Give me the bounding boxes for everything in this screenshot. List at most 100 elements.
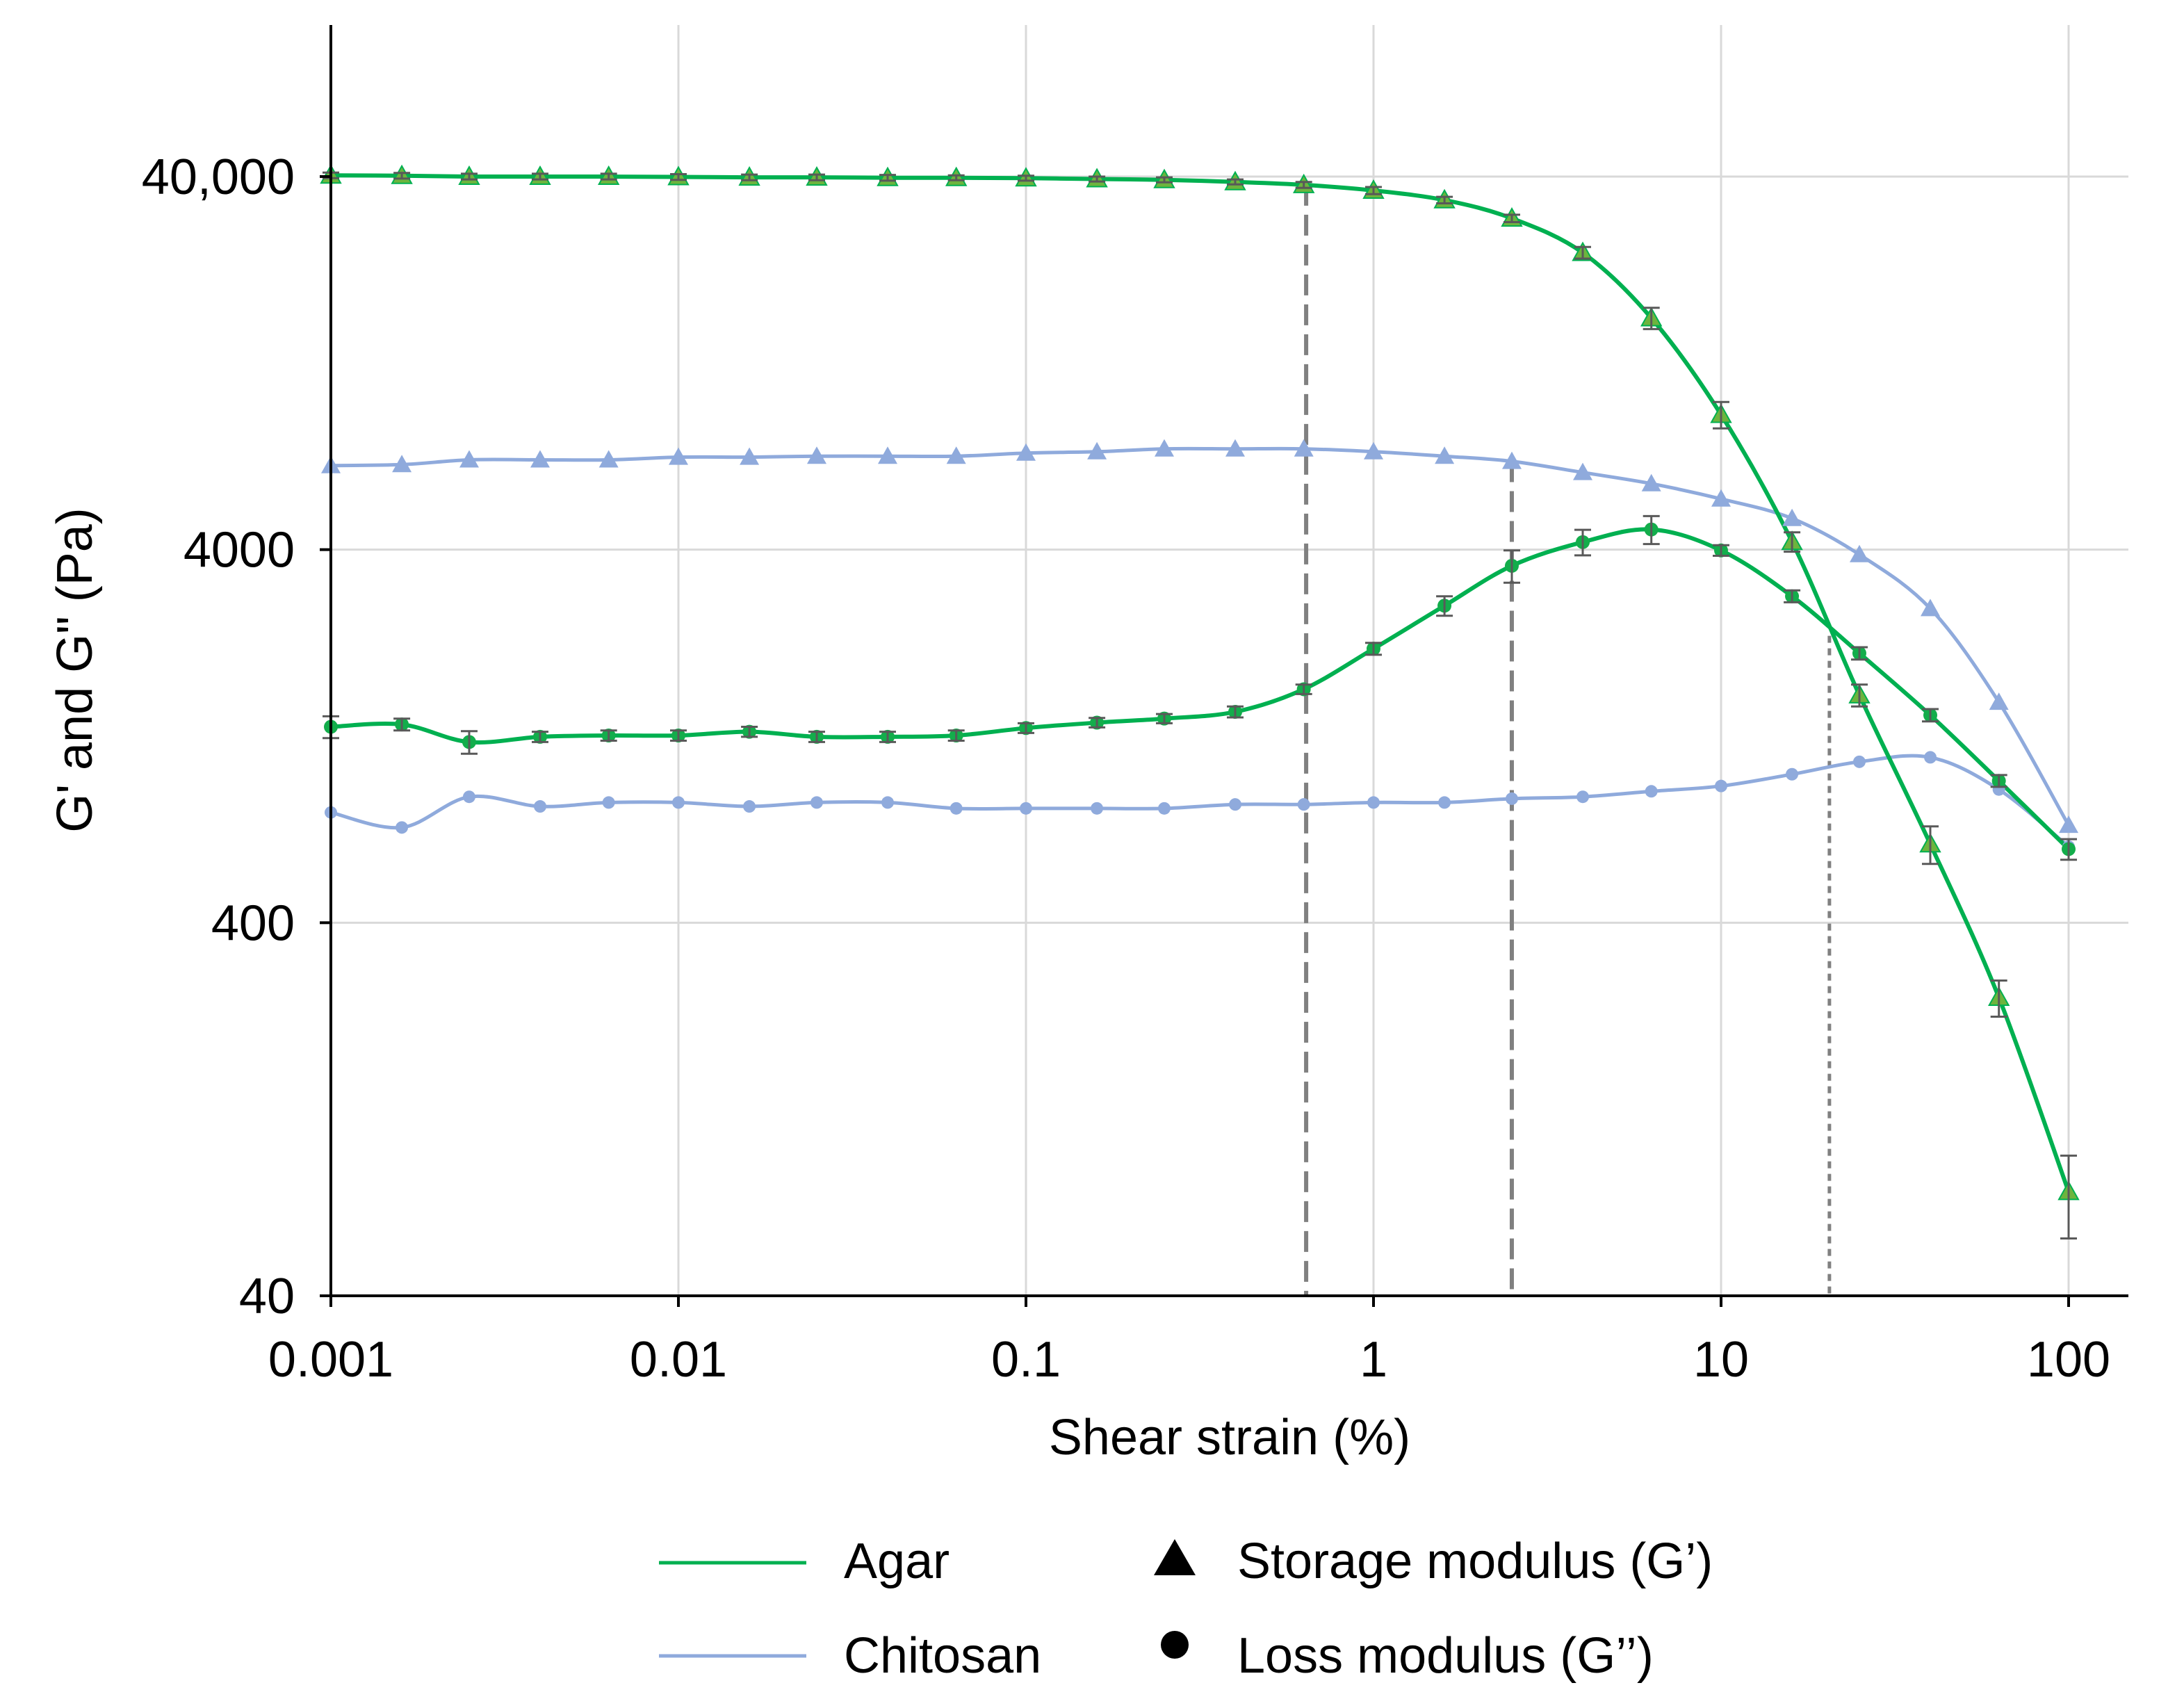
chitosan-loss-modulus-g-point <box>1924 751 1937 764</box>
y-tick-labels: 40 400 4000 40,000 <box>142 149 295 1324</box>
legend-triangle-marker <box>1154 1539 1196 1575</box>
chitosan-loss-modulus-g-point <box>462 790 475 804</box>
agar-storage-modulus-g-error-bar <box>1503 213 1520 223</box>
agar-loss-modulus-g-error-bar <box>670 729 687 742</box>
agar-loss-modulus-g-error-bar <box>532 731 548 743</box>
chitosan-loss-modulus-g-point <box>1645 785 1658 798</box>
agar-loss-modulus-g-error-bar <box>1089 717 1106 729</box>
chitosan-storage-modulus-g-point <box>1225 439 1245 457</box>
chitosan-storage-modulus-g-point <box>1155 439 1174 457</box>
chitosan-loss-modulus-g-point <box>1297 798 1310 811</box>
agar-storage-modulus-g-error-bar <box>1990 979 2007 1018</box>
agar-loss-modulus-g-error-bar <box>1295 683 1312 695</box>
chitosan-storage-modulus-g-point <box>1435 446 1455 464</box>
chitosan-storage-modulus-g-point <box>740 447 760 465</box>
agar-loss-modulus-g-error-bar <box>1851 646 1868 661</box>
agar-storage-modulus-g-error-bar <box>1156 176 1173 184</box>
agar-storage-modulus-g-error-bar <box>1365 186 1382 195</box>
agar-loss-modulus-g-error-bar <box>947 729 965 742</box>
agar-loss-modulus-g-error-bar <box>1227 705 1244 719</box>
chitosan-storage-modulus-g-point <box>807 446 826 464</box>
legend-item-chitosan: Chitosan <box>659 1628 1041 1684</box>
agar-storage-modulus-g-error-bar <box>1018 174 1034 182</box>
chitosan-loss-modulus-g-point <box>534 800 547 813</box>
agar-loss-modulus-g-error-bar <box>1156 713 1173 724</box>
agar-storage-modulus-g-error-bar <box>1784 531 1801 553</box>
chitosan-loss-modulus-g-point <box>950 802 963 815</box>
agar-loss-modulus-g-error-bar <box>1018 722 1034 734</box>
chitosan-loss-modulus-g-point <box>1229 798 1242 811</box>
agar-storage-modulus-g-error-bar <box>1574 245 1591 260</box>
chitosan-storage-modulus-g-point <box>459 450 479 468</box>
y-axis-title: G' and G" (Pa) <box>47 507 103 832</box>
agar-storage-modulus-g-error-bar <box>1295 181 1312 189</box>
chitosan-storage-modulus-g-point <box>2059 815 2078 834</box>
x-tick-labels: 0.001 0.01 0.1 1 10 100 <box>268 1332 2110 1388</box>
legend-chitosan-label: Chitosan <box>844 1628 1041 1684</box>
chitosan-storage-modulus-g-point <box>1502 451 1522 469</box>
agar-storage-modulus-g-error-bar <box>879 174 896 182</box>
agar-storage-modulus-g-error-bar <box>1643 307 1660 330</box>
agar-loss-modulus-g-error-bar <box>2060 838 2077 861</box>
agar-loss-modulus-g-error-bar <box>808 731 825 743</box>
chitosan-storage-modulus-g-point <box>1364 441 1383 460</box>
chitosan-storage-modulus-g-point <box>1573 462 1592 480</box>
agar-loss-modulus-g-error-bar <box>1436 595 1453 617</box>
agar-loss-modulus-g-error-bar <box>741 726 758 738</box>
agar-storage-modulus-g-error-bar <box>393 172 411 180</box>
reference-lines <box>1304 184 1832 1296</box>
chitosan-loss-modulus-g-point <box>1438 796 1451 809</box>
chitosan-storage-modulus-g-point <box>1782 508 1802 526</box>
chitosan-loss-modulus-g-point <box>743 800 756 813</box>
agar-storage-modulus-g-error-bar <box>2060 1154 2077 1239</box>
agar-storage-modulus-g-error-bar <box>1851 683 1868 708</box>
chitosan-storage-modulus-g-point <box>1294 439 1314 457</box>
chitosan-loss-modulus-g-point <box>1157 802 1171 815</box>
agar-loss-modulus-g-error-bar <box>1503 549 1520 584</box>
chitosan-loss-modulus-g-point <box>1091 802 1104 815</box>
agar-storage-modulus-g-error-bar <box>1922 825 1939 865</box>
legend-item-agar: Agar <box>659 1534 950 1589</box>
x-tick-label: 0.001 <box>268 1332 393 1388</box>
x-tick-label: 0.01 <box>630 1332 727 1388</box>
axes <box>320 25 2128 1307</box>
chitosan-loss-modulus-g-point <box>1852 755 1866 768</box>
agar-storage-modulus-g-error-bar <box>741 173 758 181</box>
legend-storage-modulus-label: Storage modulus (G’) <box>1237 1534 1713 1589</box>
chitosan-loss-modulus-g-point <box>881 796 895 809</box>
agar-loss-modulus-g-error-bar <box>393 717 411 732</box>
chitosan-loss-modulus-g-point <box>1576 790 1590 804</box>
chitosan-loss-modulus-g-point <box>396 821 409 834</box>
legend-circle-marker <box>1161 1631 1189 1659</box>
chitosan-storage-modulus-g-point <box>1921 599 1940 617</box>
chitosan-loss-modulus-g-point <box>671 796 685 809</box>
agar-loss-modulus-g-error-bar <box>879 731 896 743</box>
chitosan-loss-modulus-g-point <box>1367 796 1380 809</box>
chitosan-storage-modulus-g-point <box>1711 489 1731 507</box>
y-tick-label: 40 <box>239 1269 295 1324</box>
y-tick-label: 40,000 <box>142 149 295 205</box>
y-tick-label: 4000 <box>184 523 295 578</box>
legend: Agar Chitosan Storage modulus (G’) Loss … <box>659 1534 1713 1684</box>
x-tick-label: 100 <box>2027 1332 2110 1388</box>
chitosan-storage-modulus-g-point <box>392 455 412 473</box>
chitosan-loss-modulus-g-point <box>1505 792 1518 805</box>
chitosan-storage-modulus-g-point <box>1087 441 1107 460</box>
agar-storage-modulus-g-error-bar <box>670 173 687 181</box>
agar-storage-modulus-g-error-bar <box>1713 400 1729 430</box>
chitosan-storage-modulus-g-point <box>946 446 966 464</box>
agar-loss-modulus-g-error-bar <box>1990 774 2007 788</box>
x-tick-label: 0.1 <box>991 1332 1061 1388</box>
agar-loss-modulus-g-error-bar <box>1574 528 1591 557</box>
chitosan-storage-modulus-g-point <box>1850 544 1869 562</box>
legend-item-loss-modulus: Loss modulus (G’’) <box>1161 1628 1654 1684</box>
error-bars <box>323 171 2077 1239</box>
agar-storage-modulus-g-error-bar <box>600 172 617 181</box>
y-tick-label: 400 <box>211 895 295 951</box>
agar-loss-modulus-g-error-bar <box>461 730 478 755</box>
agar-storage-modulus-g-error-bar <box>1227 178 1244 186</box>
x-tick-label: 10 <box>1693 1332 1749 1388</box>
chitosan-storage-modulus-g-point <box>1989 692 2009 710</box>
